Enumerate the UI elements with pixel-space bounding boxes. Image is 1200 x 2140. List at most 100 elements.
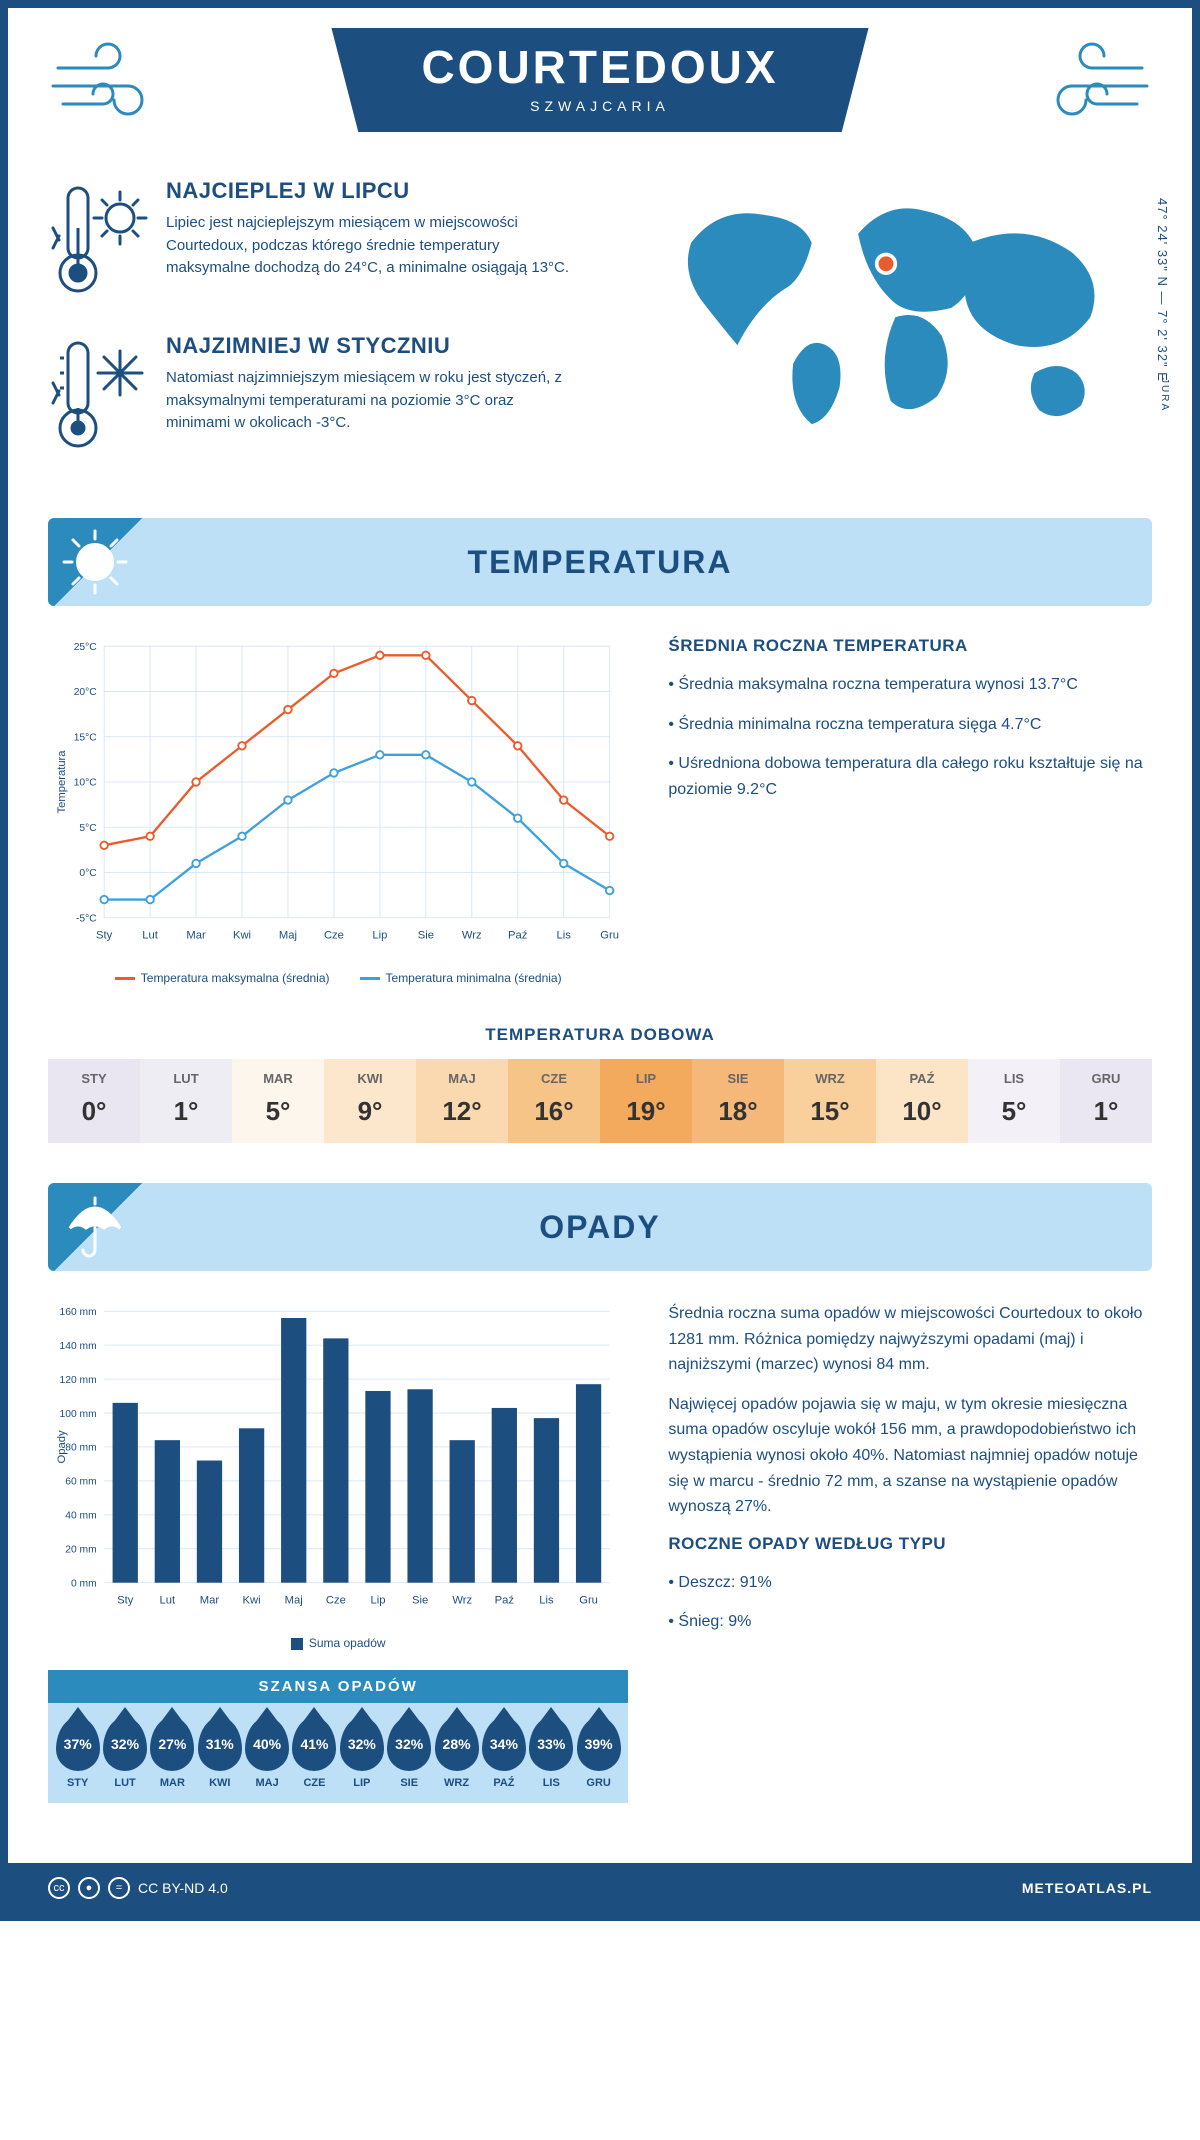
svg-text:60 mm: 60 mm	[65, 1477, 96, 1488]
svg-text:Wrz: Wrz	[452, 1594, 472, 1606]
by-icon: ●	[78, 1877, 100, 1899]
umbrella-icon	[48, 1183, 148, 1271]
daily-temp-cell: LIP19°	[600, 1059, 692, 1143]
svg-text:Paź: Paź	[508, 929, 528, 941]
region-label: JURA	[1159, 378, 1170, 412]
daily-temp-cell: STY0°	[48, 1059, 140, 1143]
daily-temp-cell: LUT1°	[140, 1059, 232, 1143]
svg-text:140 mm: 140 mm	[60, 1341, 97, 1352]
svg-text:160 mm: 160 mm	[60, 1307, 97, 1318]
svg-text:Cze: Cze	[324, 929, 344, 941]
wind-icon-left	[48, 38, 168, 133]
hot-title: NAJCIEPLEJ W LIPCU	[166, 178, 580, 204]
daily-temp-cell: MAJ12°	[416, 1059, 508, 1143]
license-text: CC BY-ND 4.0	[138, 1880, 228, 1896]
chance-cell: 40%MAJ	[243, 1717, 290, 1789]
precip-title: OPADY	[48, 1209, 1152, 1246]
svg-text:80 mm: 80 mm	[65, 1443, 96, 1454]
svg-text:Mar: Mar	[200, 1594, 220, 1606]
svg-text:Kwi: Kwi	[243, 1594, 261, 1606]
daily-temp-cell: LIS5°	[968, 1059, 1060, 1143]
chance-cell: 27%MAR	[149, 1717, 196, 1789]
legend-max: Temperatura maksymalna (średnia)	[115, 971, 330, 985]
daily-temp-cell: WRZ15°	[784, 1059, 876, 1143]
precip-section-bar: OPADY	[48, 1183, 1152, 1271]
svg-text:Temperatura: Temperatura	[56, 750, 68, 814]
svg-text:Maj: Maj	[279, 929, 297, 941]
city-name: COURTEDOUX	[421, 40, 778, 94]
svg-text:0 mm: 0 mm	[71, 1578, 97, 1589]
svg-text:Sty: Sty	[117, 1594, 134, 1606]
world-map	[620, 178, 1152, 438]
svg-text:Lip: Lip	[372, 929, 387, 941]
svg-text:25°C: 25°C	[74, 642, 98, 653]
temp-bullets: • Średnia maksymalna roczna temperatura …	[668, 672, 1152, 802]
thermometer-cold-icon	[48, 333, 148, 458]
title-banner: COURTEDOUX SZWAJCARIA	[331, 28, 868, 132]
precip-type-rain: • Deszcz: 91%	[668, 1570, 1152, 1596]
precip-type-title: ROCZNE OPADY WEDŁUG TYPU	[668, 1534, 1152, 1554]
intro-row: NAJCIEPLEJ W LIPCU Lipiec jest najcieple…	[8, 178, 1192, 518]
daily-temp-cell: MAR5°	[232, 1059, 324, 1143]
chance-cell: 32%SIE	[386, 1717, 433, 1789]
chance-block: SZANSA OPADÓW 37%STY32%LUT27%MAR31%KWI40…	[48, 1670, 628, 1803]
precip-para1: Średnia roczna suma opadów w miejscowośc…	[668, 1301, 1152, 1378]
precip-legend: Suma opadów	[48, 1636, 628, 1650]
precip-text: Średnia roczna suma opadów w miejscowośc…	[668, 1301, 1152, 1803]
chance-cell: 31%KWI	[196, 1717, 243, 1789]
svg-text:-5°C: -5°C	[76, 913, 97, 924]
coordinates: 47° 24' 33" N — 7° 2' 32" E	[1155, 198, 1170, 382]
thermometer-hot-icon	[48, 178, 148, 303]
svg-text:Lis: Lis	[539, 1594, 554, 1606]
svg-text:120 mm: 120 mm	[60, 1375, 97, 1386]
cc-icon: cc	[48, 1877, 70, 1899]
chance-cell: 32%LUT	[101, 1717, 148, 1789]
legend-bar: Suma opadów	[291, 1636, 386, 1650]
temp-bullet: • Uśredniona dobowa temperatura dla całe…	[668, 751, 1152, 802]
wind-icon-right	[1032, 38, 1152, 133]
hot-text: Lipiec jest najcieplejszym miesiącem w m…	[166, 212, 580, 280]
temp-bullet: • Średnia minimalna roczna temperatura s…	[668, 712, 1152, 738]
chance-cell: 32%LIP	[338, 1717, 385, 1789]
svg-text:40 mm: 40 mm	[65, 1511, 96, 1522]
svg-text:Lis: Lis	[557, 929, 572, 941]
chance-title: SZANSA OPADÓW	[48, 1670, 628, 1703]
precip-chart: 0 mm 20 mm 40 mm 60 mm 80 mm 100 mm 120 mm 140 …	[48, 1301, 628, 1803]
chance-cell: 41%CZE	[291, 1717, 338, 1789]
svg-text:20°C: 20°C	[74, 687, 98, 698]
svg-text:Paź: Paź	[495, 1594, 515, 1606]
map-block: 47° 24' 33" N — 7° 2' 32" E JURA	[620, 178, 1152, 488]
temp-bullet: • Średnia maksymalna roczna temperatura …	[668, 672, 1152, 698]
svg-text:Opady: Opady	[56, 1430, 68, 1463]
svg-text:Lut: Lut	[160, 1594, 176, 1606]
header: COURTEDOUX SZWAJCARIA	[8, 8, 1192, 178]
chance-cell: 37%STY	[54, 1717, 101, 1789]
temperature-title: TEMPERATURA	[48, 544, 1152, 581]
temp-side-title: ŚREDNIA ROCZNA TEMPERATURA	[668, 636, 1152, 656]
temperature-row: -5°C0°C5°C10°C15°C20°C25°CStyLutMarKwiMa…	[8, 606, 1192, 1015]
license: cc ● = CC BY-ND 4.0	[48, 1877, 228, 1899]
chance-cell: 33%LIS	[528, 1717, 575, 1789]
sun-icon	[48, 518, 148, 606]
daily-temp-cell: SIE18°	[692, 1059, 784, 1143]
svg-text:Gru: Gru	[600, 929, 619, 941]
cold-block: NAJZIMNIEJ W STYCZNIU Natomiast najzimni…	[48, 333, 580, 458]
svg-text:20 mm: 20 mm	[65, 1545, 96, 1556]
daily-temp-cell: KWI9°	[324, 1059, 416, 1143]
svg-text:Cze: Cze	[326, 1594, 346, 1606]
temperature-text: ŚREDNIA ROCZNA TEMPERATURA • Średnia mak…	[668, 636, 1152, 985]
svg-text:0°C: 0°C	[79, 868, 97, 879]
temperature-section-bar: TEMPERATURA	[48, 518, 1152, 606]
svg-text:Sty: Sty	[96, 929, 113, 941]
svg-text:Lip: Lip	[370, 1594, 385, 1606]
daily-temp-table: STY0°LUT1°MAR5°KWI9°MAJ12°CZE16°LIP19°SI…	[48, 1059, 1152, 1143]
page: COURTEDOUX SZWAJCARIA NAJCIEPLEJ W LIPCU…	[0, 0, 1200, 1921]
temperature-chart: -5°C0°C5°C10°C15°C20°C25°CStyLutMarKwiMa…	[48, 636, 628, 985]
cold-title: NAJZIMNIEJ W STYCZNIU	[166, 333, 580, 359]
svg-text:100 mm: 100 mm	[60, 1409, 97, 1420]
chance-cell: 34%PAŹ	[480, 1717, 527, 1789]
daily-temp-title: TEMPERATURA DOBOWA	[8, 1025, 1192, 1045]
svg-text:Gru: Gru	[579, 1594, 598, 1606]
nd-icon: =	[108, 1877, 130, 1899]
daily-temp-cell: GRU1°	[1060, 1059, 1152, 1143]
